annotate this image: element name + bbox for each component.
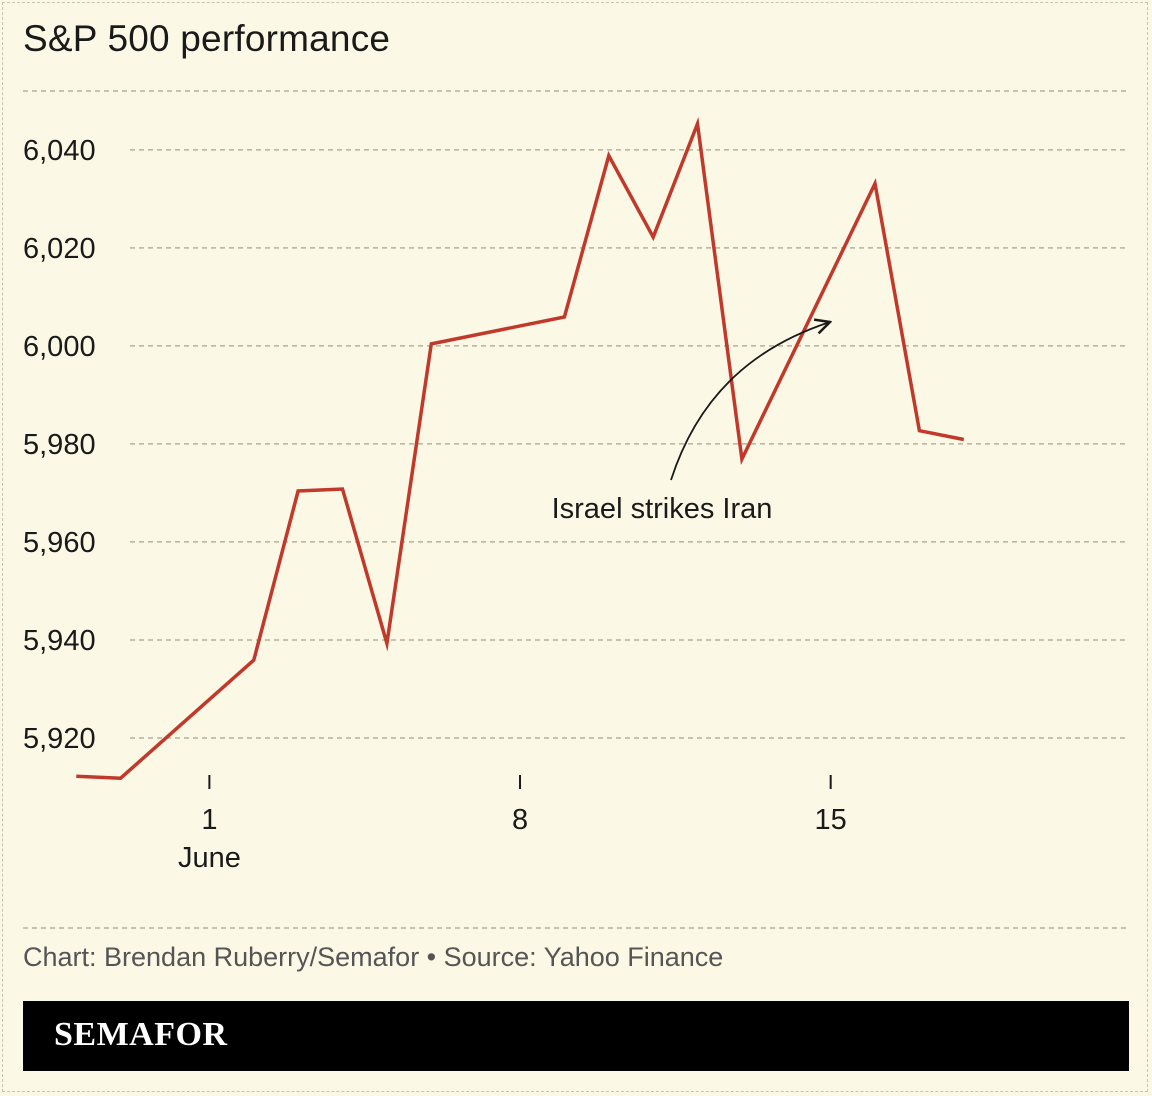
y-tick-label: 5,980: [23, 429, 96, 461]
series-line-sp500: [76, 116, 965, 780]
x-month-label: June: [178, 842, 241, 874]
y-tick-label: 5,920: [23, 723, 96, 755]
semafor-logo: SEMAFOR: [54, 1016, 228, 1053]
x-tick-label: 15: [815, 804, 847, 836]
annotation-arrow: [670, 322, 830, 481]
x-tick-label: 1: [201, 804, 217, 836]
annotation-label: Israel strikes Iran: [552, 493, 773, 525]
source-credit: Chart: Brendan Ruberry/Semafor • Source:…: [23, 942, 724, 972]
y-tick-label: 5,960: [23, 527, 96, 559]
footer-bar: SEMAFOR: [23, 1001, 1129, 1071]
chart-title: S&P 500 performance: [23, 18, 391, 59]
y-tick-label: 6,020: [23, 233, 96, 265]
x-tick-label: 8: [512, 804, 528, 836]
y-tick-label: 6,000: [23, 331, 96, 363]
y-tick-label: 6,040: [23, 135, 96, 167]
y-tick-label: 5,940: [23, 625, 96, 657]
